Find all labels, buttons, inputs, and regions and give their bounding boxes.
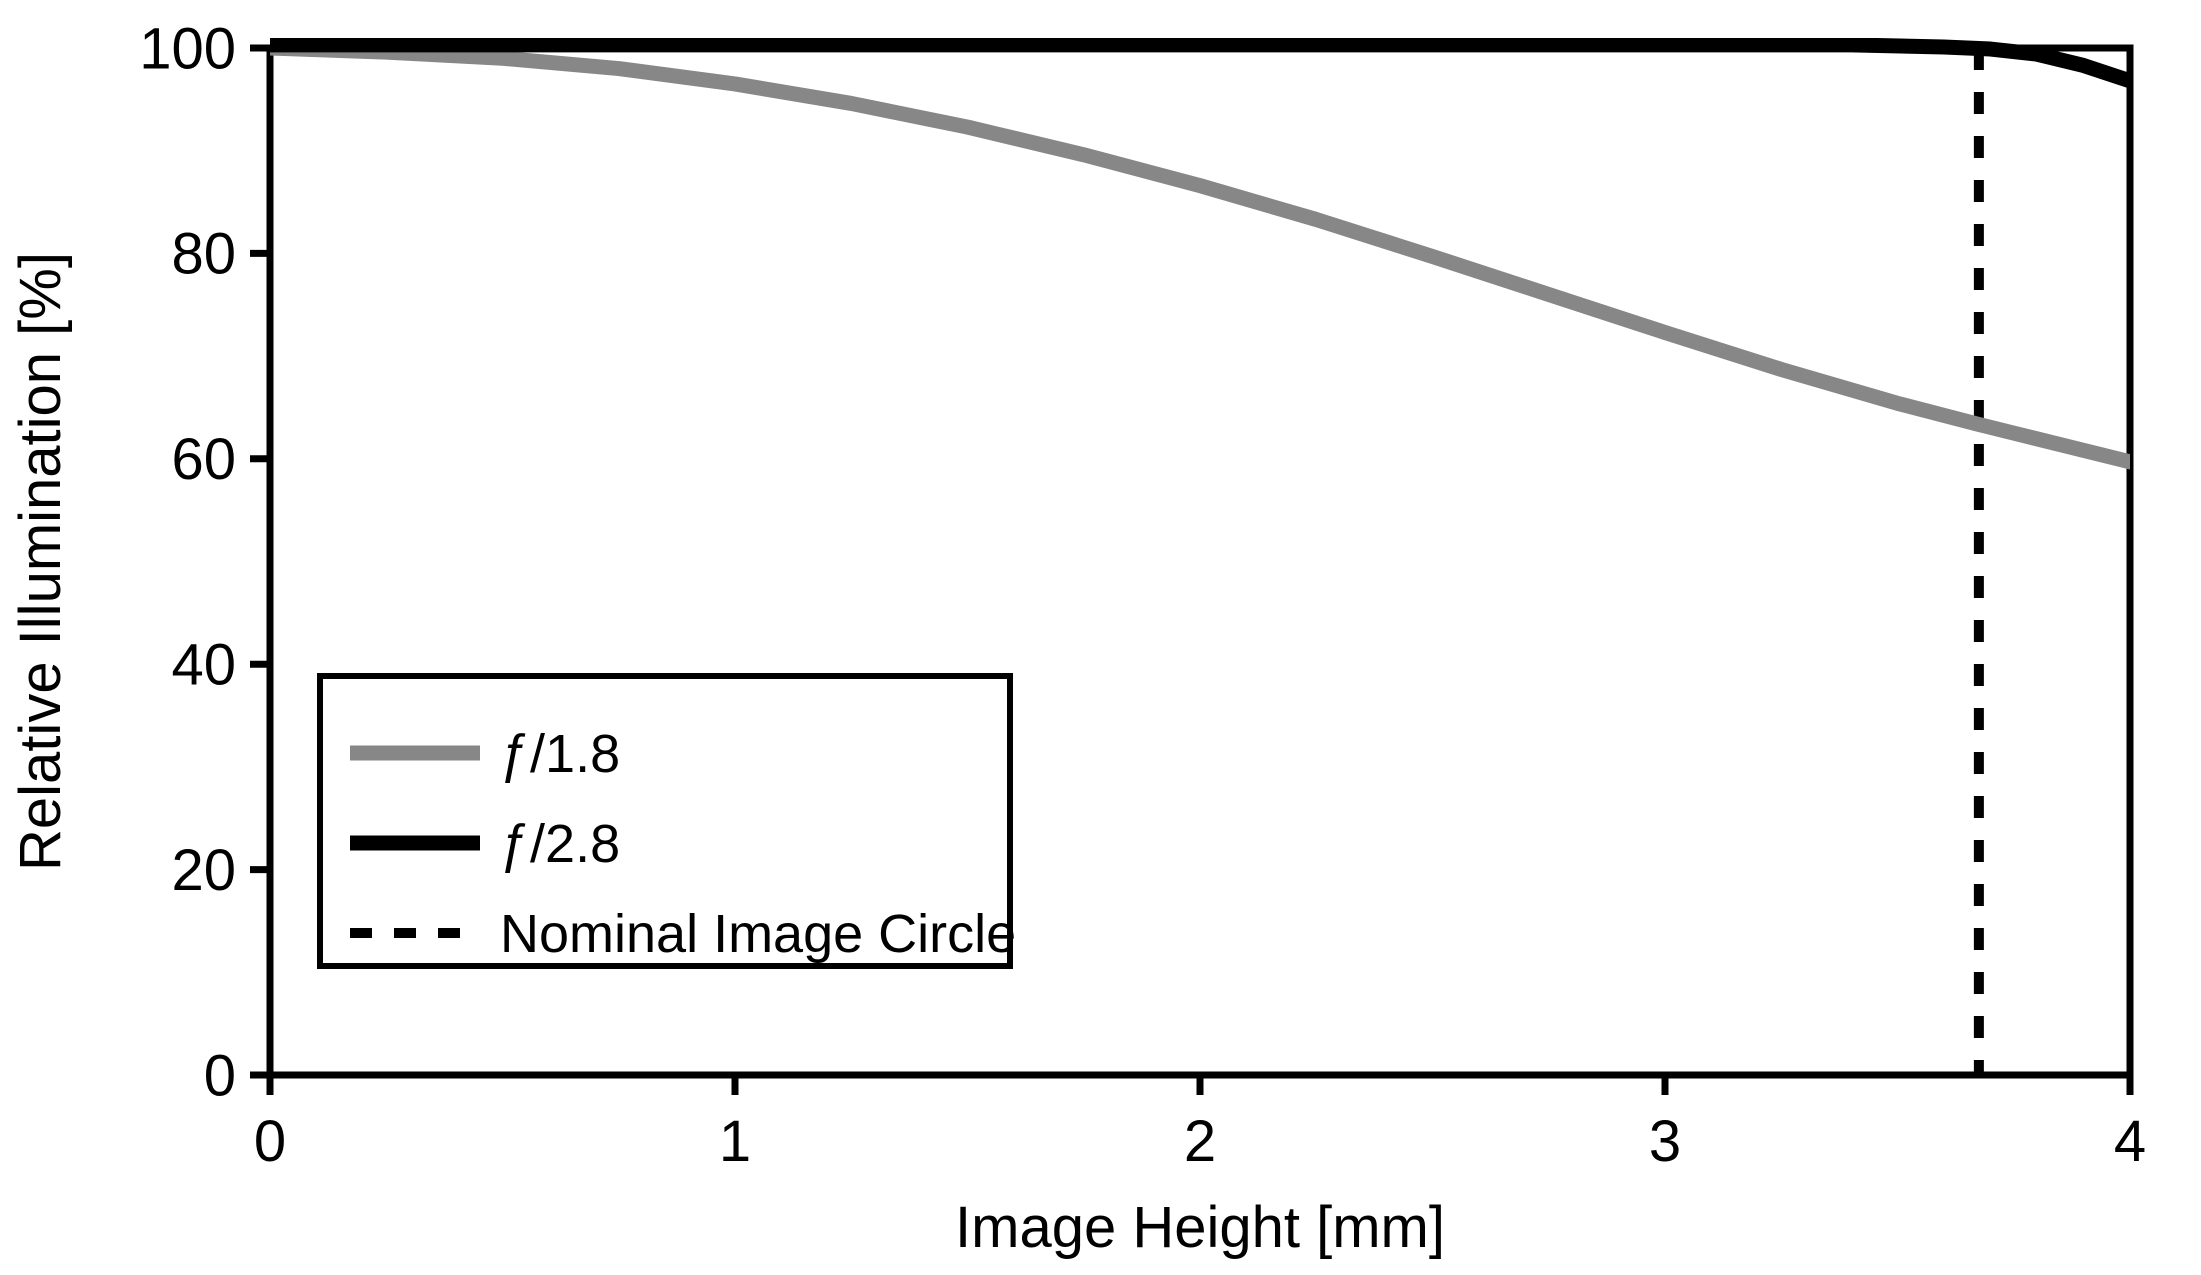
chart-container: 01234020406080100Image Height [mm]Relati… — [0, 0, 2201, 1275]
y-tick-label: 20 — [171, 838, 236, 903]
x-tick-label: 2 — [1184, 1109, 1216, 1174]
y-tick-label: 80 — [171, 222, 236, 287]
x-tick-label: 3 — [1649, 1109, 1681, 1174]
x-axis-label: Image Height [mm] — [955, 1195, 1445, 1260]
legend-label-nominal: Nominal Image Circle — [500, 904, 1016, 964]
legend-label-f18: ƒ/1.8 — [500, 724, 620, 784]
x-tick-label: 4 — [2114, 1109, 2146, 1174]
relative-illumination-chart: 01234020406080100Image Height [mm]Relati… — [0, 0, 2201, 1275]
y-tick-label: 60 — [171, 427, 236, 492]
y-axis-label: Relative Illumination [%] — [8, 252, 73, 871]
x-tick-label: 1 — [719, 1109, 751, 1174]
y-tick-label: 100 — [139, 16, 236, 81]
y-tick-label: 40 — [171, 633, 236, 698]
legend-label-f28: ƒ/2.8 — [500, 814, 620, 874]
y-tick-label: 0 — [204, 1043, 236, 1108]
x-tick-label: 0 — [254, 1109, 286, 1174]
